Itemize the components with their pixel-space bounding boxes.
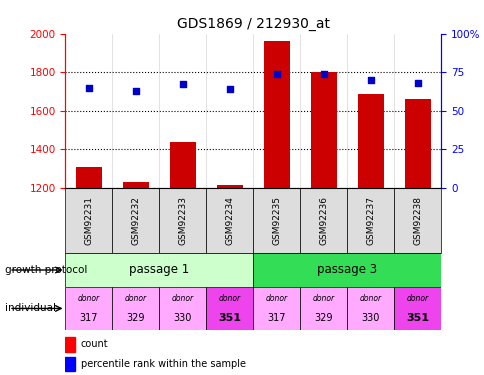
Point <box>319 71 327 77</box>
FancyBboxPatch shape <box>347 188 393 253</box>
FancyBboxPatch shape <box>393 287 440 330</box>
Text: donor: donor <box>265 294 287 303</box>
Point <box>132 88 139 94</box>
FancyBboxPatch shape <box>112 188 159 253</box>
Text: donor: donor <box>78 294 100 303</box>
Text: GSM92233: GSM92233 <box>178 196 187 245</box>
Text: GSM92238: GSM92238 <box>412 196 422 245</box>
Text: GSM92235: GSM92235 <box>272 196 281 245</box>
Point <box>226 86 233 92</box>
Text: passage 3: passage 3 <box>317 264 377 276</box>
Bar <box>65 357 75 371</box>
Text: GSM92236: GSM92236 <box>319 196 328 245</box>
Bar <box>263 42 289 188</box>
Text: donor: donor <box>218 294 241 303</box>
Bar <box>65 337 75 352</box>
Point <box>85 85 92 91</box>
Text: 330: 330 <box>173 313 192 323</box>
FancyBboxPatch shape <box>65 188 112 253</box>
FancyBboxPatch shape <box>253 287 300 330</box>
Text: 330: 330 <box>361 313 379 323</box>
Text: GSM92234: GSM92234 <box>225 196 234 245</box>
Text: 351: 351 <box>218 313 241 323</box>
Bar <box>170 142 196 188</box>
Bar <box>404 99 430 188</box>
FancyBboxPatch shape <box>206 188 253 253</box>
FancyBboxPatch shape <box>300 287 347 330</box>
Text: 317: 317 <box>267 313 286 323</box>
FancyBboxPatch shape <box>159 287 206 330</box>
Text: donor: donor <box>312 294 334 303</box>
Text: donor: donor <box>359 294 381 303</box>
Bar <box>123 182 149 188</box>
Bar <box>310 72 336 188</box>
Text: donor: donor <box>406 294 428 303</box>
Text: donor: donor <box>125 294 147 303</box>
Bar <box>76 167 102 188</box>
Title: GDS1869 / 212930_at: GDS1869 / 212930_at <box>177 17 329 32</box>
FancyBboxPatch shape <box>253 188 300 253</box>
Text: 329: 329 <box>126 313 145 323</box>
Point <box>272 71 280 77</box>
Text: donor: donor <box>171 294 194 303</box>
Bar <box>216 185 242 188</box>
FancyBboxPatch shape <box>300 188 347 253</box>
FancyBboxPatch shape <box>159 188 206 253</box>
FancyBboxPatch shape <box>253 253 440 287</box>
FancyBboxPatch shape <box>393 188 440 253</box>
Point <box>179 81 186 87</box>
Text: GSM92231: GSM92231 <box>84 196 93 245</box>
Bar <box>357 94 383 188</box>
Text: percentile rank within the sample: percentile rank within the sample <box>80 359 245 369</box>
Text: growth protocol: growth protocol <box>5 265 87 275</box>
FancyBboxPatch shape <box>112 287 159 330</box>
Text: GSM92232: GSM92232 <box>131 196 140 245</box>
FancyBboxPatch shape <box>347 287 393 330</box>
Point <box>413 80 421 86</box>
FancyBboxPatch shape <box>206 287 253 330</box>
Text: 329: 329 <box>314 313 333 323</box>
Point <box>366 77 374 83</box>
FancyBboxPatch shape <box>65 253 253 287</box>
Text: 351: 351 <box>406 313 428 323</box>
Text: count: count <box>80 339 108 350</box>
FancyBboxPatch shape <box>65 287 112 330</box>
Text: 317: 317 <box>79 313 98 323</box>
Text: individual: individual <box>5 303 56 313</box>
Text: GSM92237: GSM92237 <box>365 196 375 245</box>
Text: passage 1: passage 1 <box>129 264 189 276</box>
